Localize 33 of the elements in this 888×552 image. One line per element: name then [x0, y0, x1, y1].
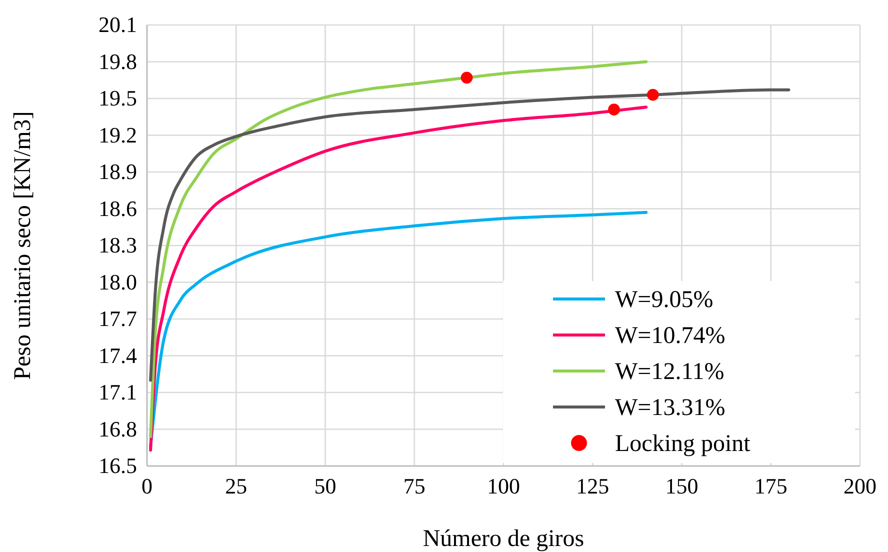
y-tick-label: 17.7 — [98, 306, 137, 332]
y-tick-label: 20.1 — [98, 12, 137, 38]
y-tick-label: 16.5 — [98, 453, 137, 478]
x-tick-label: 200 — [844, 474, 876, 499]
y-tick-label: 16.8 — [98, 416, 137, 442]
x-tick-label: 25 — [225, 474, 248, 499]
x-tick-label: 150 — [665, 474, 698, 499]
y-tick-label: 18.0 — [98, 269, 137, 294]
y-tick-label: 18.6 — [98, 196, 137, 221]
legend-label: W=9.05% — [615, 287, 714, 313]
y-tick-label: 17.4 — [98, 342, 137, 368]
y-tick-label: 17.1 — [98, 380, 137, 405]
y-axis-title: Peso unitario seco [KN/m3] — [10, 111, 36, 380]
line-series — [149, 88, 790, 382]
x-tick-label: 75 — [403, 474, 426, 499]
point — [646, 88, 659, 101]
legend-label: W=12.11% — [615, 359, 724, 385]
point — [460, 72, 473, 84]
x-tick-label: 100 — [487, 474, 520, 499]
x-tick-label: 175 — [754, 474, 788, 499]
y-tick-label: 19.5 — [98, 86, 137, 111]
x-axis-title: Número de giros — [422, 526, 584, 552]
legend-label: W=13.31% — [615, 395, 726, 421]
legend-label: W=10.74% — [615, 323, 726, 349]
y-tick-label: 18.3 — [98, 232, 137, 258]
y-tick-label: 19.2 — [98, 122, 137, 148]
y-tick-label: 18.9 — [98, 159, 137, 184]
y-tick-label: 19.8 — [98, 48, 137, 74]
x-tick-label: 125 — [576, 474, 610, 499]
x-tick-label: 50 — [314, 474, 336, 499]
x-tick-label: 0 — [142, 474, 152, 499]
point — [608, 104, 620, 116]
legend-label: Locking point — [615, 431, 751, 457]
